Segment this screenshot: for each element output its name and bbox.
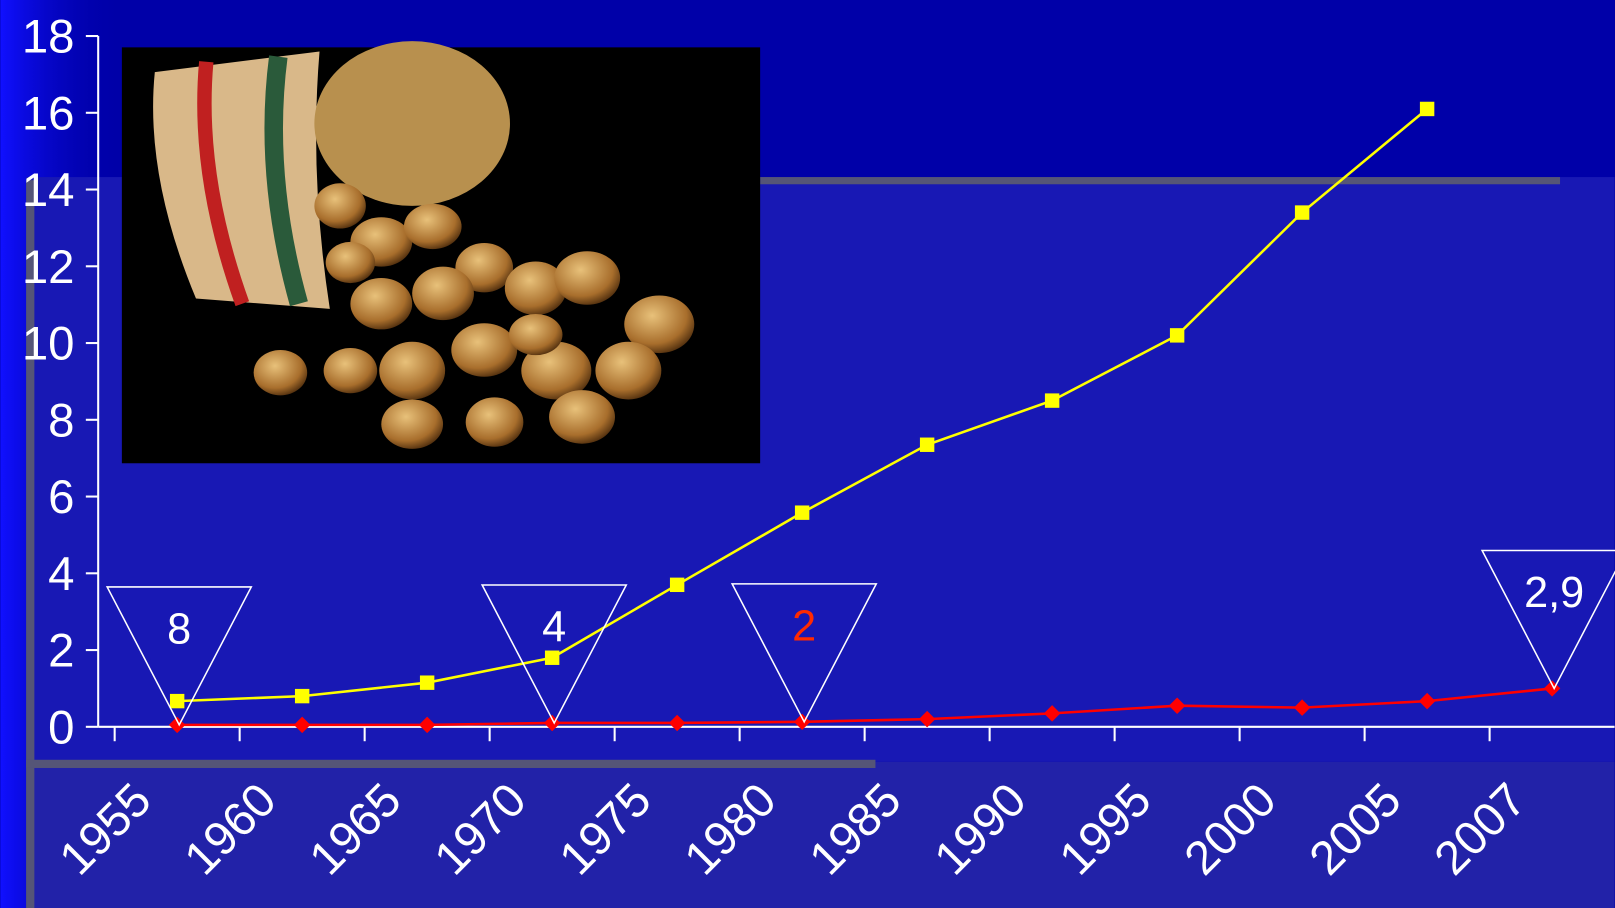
marker bbox=[794, 505, 810, 520]
basket-band bbox=[264, 55, 308, 307]
y-tick-label: 4 bbox=[48, 548, 74, 601]
y-tick-label: 16 bbox=[22, 87, 75, 140]
annotation-triangle bbox=[105, 586, 253, 727]
decor-bar bbox=[26, 759, 876, 768]
annotation-triangle bbox=[1480, 549, 1615, 691]
marker bbox=[294, 688, 310, 704]
marker bbox=[919, 437, 935, 452]
decor-bar bbox=[26, 180, 35, 908]
y-tick-label: 12 bbox=[22, 241, 75, 294]
potatoes bbox=[253, 183, 695, 449]
marker bbox=[1169, 328, 1185, 343]
marker bbox=[668, 714, 686, 732]
marker bbox=[1418, 692, 1436, 710]
annotation-label: 4 bbox=[542, 604, 566, 652]
y-tick-label: 6 bbox=[48, 471, 74, 524]
y-tick-label: 2 bbox=[48, 625, 74, 678]
marker bbox=[544, 650, 560, 665]
y-tick-label: 8 bbox=[48, 394, 74, 447]
marker bbox=[1044, 393, 1060, 408]
annotation-label: 8 bbox=[167, 606, 191, 654]
annotation-triangle bbox=[730, 583, 878, 724]
annotation-label: 2,9 bbox=[1524, 569, 1584, 617]
marker bbox=[669, 577, 685, 593]
annotation-label: 2 bbox=[792, 602, 816, 650]
marker bbox=[169, 693, 185, 709]
basket-band bbox=[197, 61, 250, 307]
marker bbox=[1419, 101, 1435, 117]
marker bbox=[418, 716, 436, 734]
panel-bottom bbox=[26, 761, 1615, 908]
series-line bbox=[177, 687, 1553, 727]
y-tick-label: 14 bbox=[22, 164, 75, 217]
annotation-triangle bbox=[480, 584, 628, 725]
y-tick-label: 10 bbox=[22, 318, 75, 371]
marker bbox=[293, 716, 311, 734]
marker bbox=[419, 675, 435, 690]
marker bbox=[1168, 697, 1186, 714]
marker bbox=[1043, 705, 1061, 722]
decor-bar bbox=[760, 177, 1561, 185]
marker bbox=[918, 710, 936, 728]
y-tick-label: 18 bbox=[22, 11, 75, 64]
marker bbox=[1294, 205, 1310, 220]
photo bbox=[121, 41, 761, 464]
basket-inside bbox=[314, 41, 510, 206]
marker bbox=[1293, 699, 1311, 716]
y-tick-label: 0 bbox=[48, 701, 74, 754]
